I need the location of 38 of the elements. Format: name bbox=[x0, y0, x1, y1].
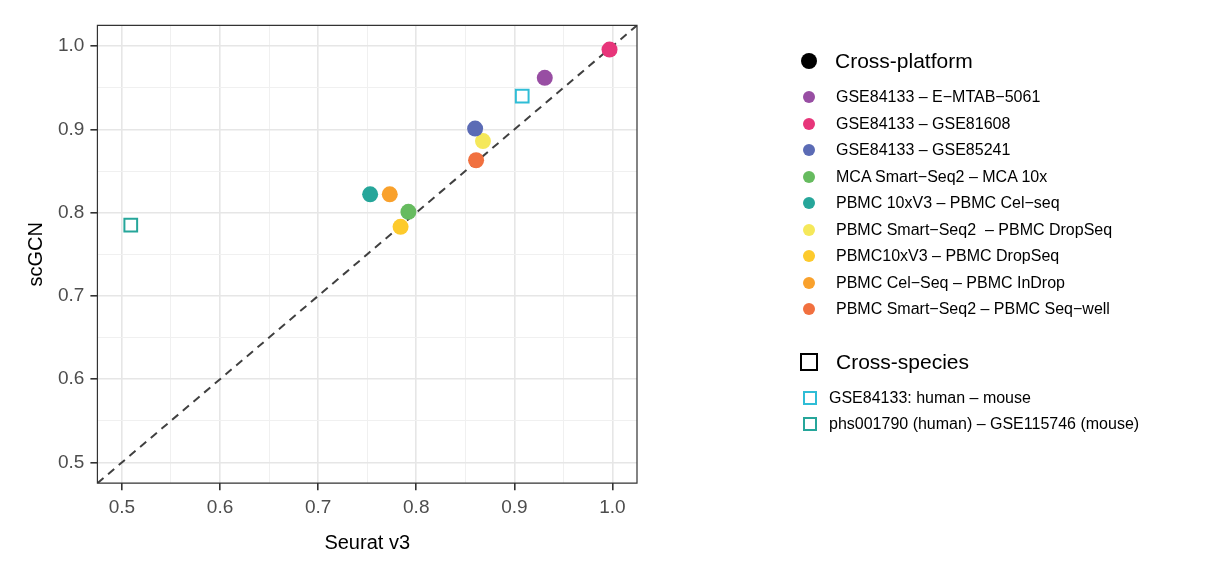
x-tick-label: 0.7 bbox=[304, 495, 332, 517]
point bbox=[123, 217, 139, 233]
legend-label: GSE84133: human – mouse bbox=[829, 388, 1031, 407]
legend-label: PBMC10xV3 – PBMC DropSeq bbox=[836, 247, 1060, 266]
point bbox=[467, 120, 484, 137]
point bbox=[400, 203, 417, 220]
legend-label: GSE84133 – GSE81608 bbox=[836, 114, 1011, 133]
point bbox=[601, 41, 618, 58]
legend-label: MCA Smart−Seq2 – MCA 10x bbox=[836, 167, 1048, 186]
y-tick-label: 0.8 bbox=[57, 200, 85, 222]
text: Cross-species bbox=[836, 349, 970, 374]
y-tick-label: 0.7 bbox=[57, 284, 85, 306]
point bbox=[392, 218, 409, 235]
x-tick-label: 1.0 bbox=[599, 495, 626, 517]
legend-label: PBMC Smart−Seq2 – PBMC Seq−well bbox=[836, 300, 1110, 319]
x-tick-label: 0.8 bbox=[403, 495, 430, 517]
x-tick-label: 0.6 bbox=[206, 495, 234, 517]
x-tick-label: 0.5 bbox=[108, 495, 136, 517]
legend-label: GSE84133 – E−MTAB−5061 bbox=[836, 88, 1041, 107]
legend-label: phs001790 (human) – GSE115746 (mouse) bbox=[829, 415, 1140, 434]
y-tick-label: 1.0 bbox=[57, 34, 85, 56]
point bbox=[362, 186, 379, 203]
x-axis-title: Seurat v3 bbox=[324, 530, 411, 553]
point bbox=[468, 152, 485, 169]
text: Cross-platform bbox=[835, 49, 973, 73]
y-tick-label: 0.5 bbox=[57, 450, 85, 472]
point bbox=[381, 186, 398, 203]
y-tick-label: 0.9 bbox=[57, 117, 85, 139]
legend-label: PBMC Cel−Seq – PBMC InDrop bbox=[836, 273, 1065, 292]
point bbox=[536, 69, 553, 86]
x-tick-label: 0.9 bbox=[501, 495, 528, 517]
point bbox=[474, 133, 491, 150]
point bbox=[514, 88, 530, 104]
legend-label: PBMC Smart−Seq2 – PBMC DropSeq bbox=[836, 220, 1113, 239]
y-axis-title: scGCN bbox=[23, 222, 46, 287]
y-tick-label: 0.6 bbox=[57, 367, 85, 389]
legend-label: PBMC 10xV3 – PBMC Cel−seq bbox=[836, 194, 1060, 213]
legend-label: GSE84133 – GSE85241 bbox=[836, 141, 1011, 160]
